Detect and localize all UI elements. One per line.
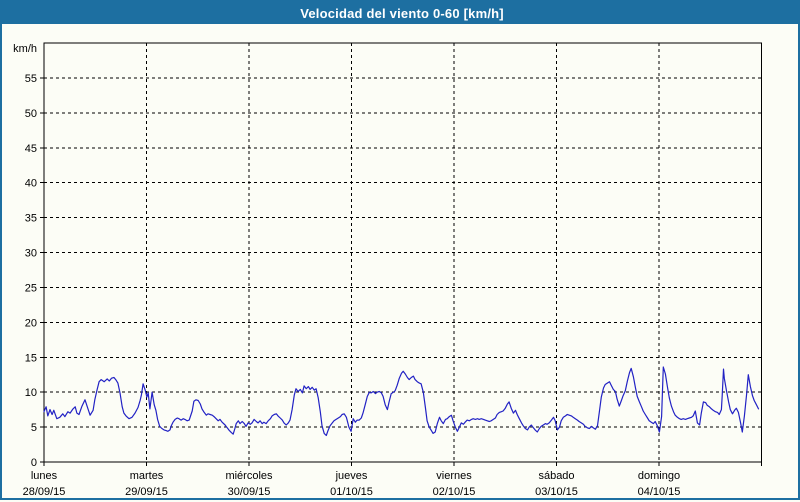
wind-speed-line [43, 366, 760, 437]
day-date-label: 28/09/15 [23, 486, 66, 498]
plot-frame [43, 42, 762, 463]
day-name-label: martes [130, 470, 164, 482]
day-name-label: viernes [436, 470, 472, 482]
y-tick-label: 50 [25, 108, 37, 120]
y-tick-label: 10 [25, 387, 37, 399]
day-date-label: 30/09/15 [228, 486, 271, 498]
y-tick-label: 5 [31, 422, 37, 434]
y-tick-label: 25 [25, 282, 37, 294]
day-name-label: sábado [538, 470, 574, 482]
day-name-label: lunes [31, 470, 58, 482]
y-tick-label: 45 [25, 143, 37, 155]
y-tick-label: 40 [25, 178, 37, 190]
day-date-label: 03/10/15 [535, 486, 578, 498]
y-tick-label: 20 [25, 317, 37, 329]
y-tick-label: 0 [31, 457, 37, 469]
y-tick-label: 30 [25, 248, 37, 260]
day-name-label: domingo [638, 470, 680, 482]
day-date-label: 04/10/15 [638, 486, 681, 498]
chart-title: Velocidad del viento 0-60 [km/h] [300, 5, 504, 21]
day-date-label: 29/09/15 [125, 486, 168, 498]
day-date-label: 02/10/15 [433, 486, 476, 498]
y-axis-unit-label: km/h [13, 43, 37, 55]
day-name-label: jueves [335, 470, 368, 482]
y-tick-label: 55 [25, 73, 37, 85]
day-date-label: 01/10/15 [330, 486, 373, 498]
y-tick-label: 15 [25, 352, 37, 364]
chart-title-bar: Velocidad del viento 0-60 [km/h] [2, 2, 800, 24]
day-name-label: miércoles [225, 470, 273, 482]
y-tick-label: 35 [25, 213, 37, 225]
